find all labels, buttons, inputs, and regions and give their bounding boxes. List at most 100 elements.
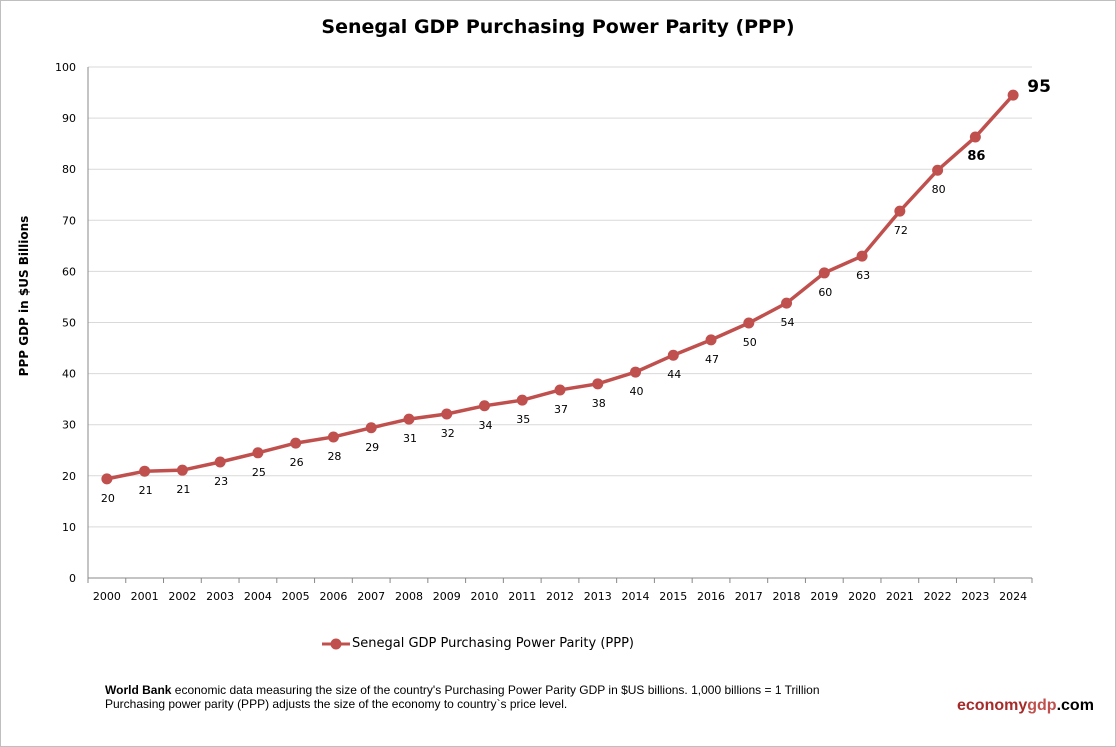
x-tick-label: 2011 xyxy=(508,590,536,603)
y-tick-label: 90 xyxy=(62,112,76,125)
y-tick-label: 100 xyxy=(55,61,76,74)
data-label: 29 xyxy=(365,441,379,454)
x-tick-label: 2008 xyxy=(395,590,423,603)
x-tick-label: 2000 xyxy=(93,590,121,603)
data-point xyxy=(176,464,188,476)
data-label: 47 xyxy=(705,353,719,366)
y-tick-label: 40 xyxy=(62,368,76,381)
data-point xyxy=(856,250,868,262)
x-tick-label: 2014 xyxy=(622,590,650,603)
x-tick-label: 2005 xyxy=(282,590,310,603)
footer-note: World Bank economic data measuring the s… xyxy=(105,683,820,711)
data-label: 23 xyxy=(214,475,228,488)
y-tick-label: 50 xyxy=(62,317,76,330)
data-label: 35 xyxy=(516,413,530,426)
data-point xyxy=(894,205,906,217)
x-tick-label: 2024 xyxy=(999,590,1027,603)
x-tick-label: 2001 xyxy=(131,590,159,603)
data-point xyxy=(365,422,377,434)
x-tick-label: 2019 xyxy=(810,590,838,603)
x-tick-label: 2021 xyxy=(886,590,914,603)
x-tick-label: 2012 xyxy=(546,590,574,603)
y-tick-label: 80 xyxy=(62,163,76,176)
data-label: 38 xyxy=(592,397,606,410)
x-tick-label: 2017 xyxy=(735,590,763,603)
data-label: 32 xyxy=(441,427,455,440)
note-line-1: economic data measuring the size of the … xyxy=(171,683,820,697)
data-label: 20 xyxy=(101,492,115,505)
x-tick-label: 2007 xyxy=(357,590,385,603)
data-label: 34 xyxy=(478,419,492,432)
data-point xyxy=(516,394,528,406)
data-label: 72 xyxy=(894,224,908,237)
data-label: 95 xyxy=(1027,77,1051,97)
x-tick-label: 2020 xyxy=(848,590,876,603)
data-point xyxy=(743,317,755,329)
data-point xyxy=(554,384,566,396)
data-point xyxy=(667,349,679,361)
legend-marker xyxy=(322,638,350,649)
y-tick-label: 30 xyxy=(62,419,76,432)
data-point xyxy=(214,456,226,468)
data-label: 60 xyxy=(818,286,832,299)
data-point xyxy=(441,408,453,420)
data-point xyxy=(705,334,717,346)
data-label: 31 xyxy=(403,432,417,445)
data-point xyxy=(327,431,339,443)
source-name: World Bank xyxy=(105,683,172,697)
data-label: 21 xyxy=(139,484,153,497)
x-tick-label: 2003 xyxy=(206,590,234,603)
data-point xyxy=(290,437,302,449)
data-label: 28 xyxy=(327,450,341,463)
data-label: 54 xyxy=(781,316,795,329)
data-point xyxy=(818,267,830,279)
data-point xyxy=(1007,89,1019,101)
legend-label: Senegal GDP Purchasing Power Parity (PPP… xyxy=(352,636,634,651)
data-point xyxy=(478,400,490,412)
x-tick-label: 2018 xyxy=(773,590,801,603)
x-tick-label: 2009 xyxy=(433,590,461,603)
data-label: 63 xyxy=(856,269,870,282)
y-tick-label: 0 xyxy=(69,572,76,585)
brand-part-3: .com xyxy=(1056,697,1094,714)
x-tick-label: 2015 xyxy=(659,590,687,603)
data-point xyxy=(101,473,113,485)
y-tick-label: 10 xyxy=(62,521,76,534)
x-tick-label: 2013 xyxy=(584,590,612,603)
x-tick-label: 2016 xyxy=(697,590,725,603)
y-tick-label: 70 xyxy=(62,214,76,227)
data-point xyxy=(139,465,151,477)
data-label: 86 xyxy=(967,149,985,164)
data-point xyxy=(969,131,981,143)
x-tick-label: 2006 xyxy=(319,590,347,603)
data-point xyxy=(592,378,604,390)
data-label: 40 xyxy=(630,385,644,398)
data-label: 21 xyxy=(176,483,190,496)
x-tick-label: 2022 xyxy=(924,590,952,603)
data-point xyxy=(781,297,793,309)
legend: Senegal GDP Purchasing Power Parity (PPP… xyxy=(322,636,634,651)
data-label: 50 xyxy=(743,336,757,349)
data-point xyxy=(252,447,264,459)
brand-part-1: economy xyxy=(957,697,1028,714)
y-tick-label: 20 xyxy=(62,470,76,483)
data-label: 44 xyxy=(667,368,681,381)
data-label: 37 xyxy=(554,403,568,416)
x-tick-label: 2010 xyxy=(470,590,498,603)
brand-part-2: gdp xyxy=(1027,697,1057,714)
data-label: 25 xyxy=(252,466,266,479)
y-tick-label: 60 xyxy=(62,265,76,278)
x-tick-label: 2002 xyxy=(168,590,196,603)
brand-logo[interactable]: economygdp.com xyxy=(957,697,1094,715)
chart-title: Senegal GDP Purchasing Power Parity (PPP… xyxy=(321,16,795,38)
data-label: 80 xyxy=(932,183,946,196)
note-line-2: Purchasing power parity (PPP) adjusts th… xyxy=(105,697,568,711)
data-point xyxy=(932,164,944,176)
data-point xyxy=(630,366,642,378)
series-line xyxy=(106,93,1015,481)
x-tick-label: 2004 xyxy=(244,590,272,603)
x-tick-label: 2023 xyxy=(961,590,989,603)
data-label: 26 xyxy=(290,456,304,469)
data-point xyxy=(403,413,415,425)
